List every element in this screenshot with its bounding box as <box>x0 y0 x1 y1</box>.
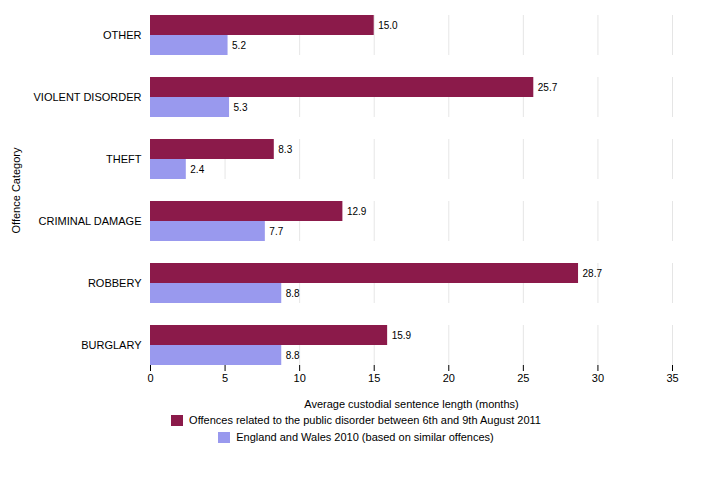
svg-text:10: 10 <box>294 372 306 384</box>
svg-text:5: 5 <box>222 372 228 384</box>
svg-text:8.8: 8.8 <box>286 288 300 299</box>
svg-text:15: 15 <box>368 372 380 384</box>
svg-text:5.3: 5.3 <box>234 102 248 113</box>
svg-text:CRIMINAL DAMAGE: CRIMINAL DAMAGE <box>39 215 142 227</box>
svg-text:0: 0 <box>147 372 153 384</box>
svg-text:28.7: 28.7 <box>583 268 603 279</box>
svg-text:5.2: 5.2 <box>232 40 246 51</box>
svg-text:15.0: 15.0 <box>378 20 398 31</box>
svg-text:Average custodial sentence len: Average custodial sentence length (month… <box>304 398 518 410</box>
svg-text:2.4: 2.4 <box>190 164 204 175</box>
svg-text:8.8: 8.8 <box>286 350 300 361</box>
svg-text:25.7: 25.7 <box>538 82 558 93</box>
html-text:Offences related to the public: Offences related to the public disorder … <box>189 414 541 426</box>
html-text:England and Wales 2010 (based: England and Wales 2010 (based on similar… <box>236 431 494 443</box>
svg-text:30: 30 <box>592 372 604 384</box>
svg-text:12.9: 12.9 <box>347 206 367 217</box>
svg-text:VIOLENT DISORDER: VIOLENT DISORDER <box>34 91 142 103</box>
svg-text:20: 20 <box>443 372 455 384</box>
svg-text:25: 25 <box>517 372 529 384</box>
svg-text:35: 35 <box>666 372 678 384</box>
svg-text:ROBBERY: ROBBERY <box>88 277 142 289</box>
svg-text:OTHER: OTHER <box>103 29 142 41</box>
svg-text:15.9: 15.9 <box>392 330 412 341</box>
svg-text:THEFT: THEFT <box>106 153 142 165</box>
svg-text:BURGLARY: BURGLARY <box>81 339 142 351</box>
svg-text:Offence Category: Offence Category <box>10 147 22 234</box>
svg-text:8.3: 8.3 <box>278 144 292 155</box>
svg-text:7.7: 7.7 <box>269 226 283 237</box>
